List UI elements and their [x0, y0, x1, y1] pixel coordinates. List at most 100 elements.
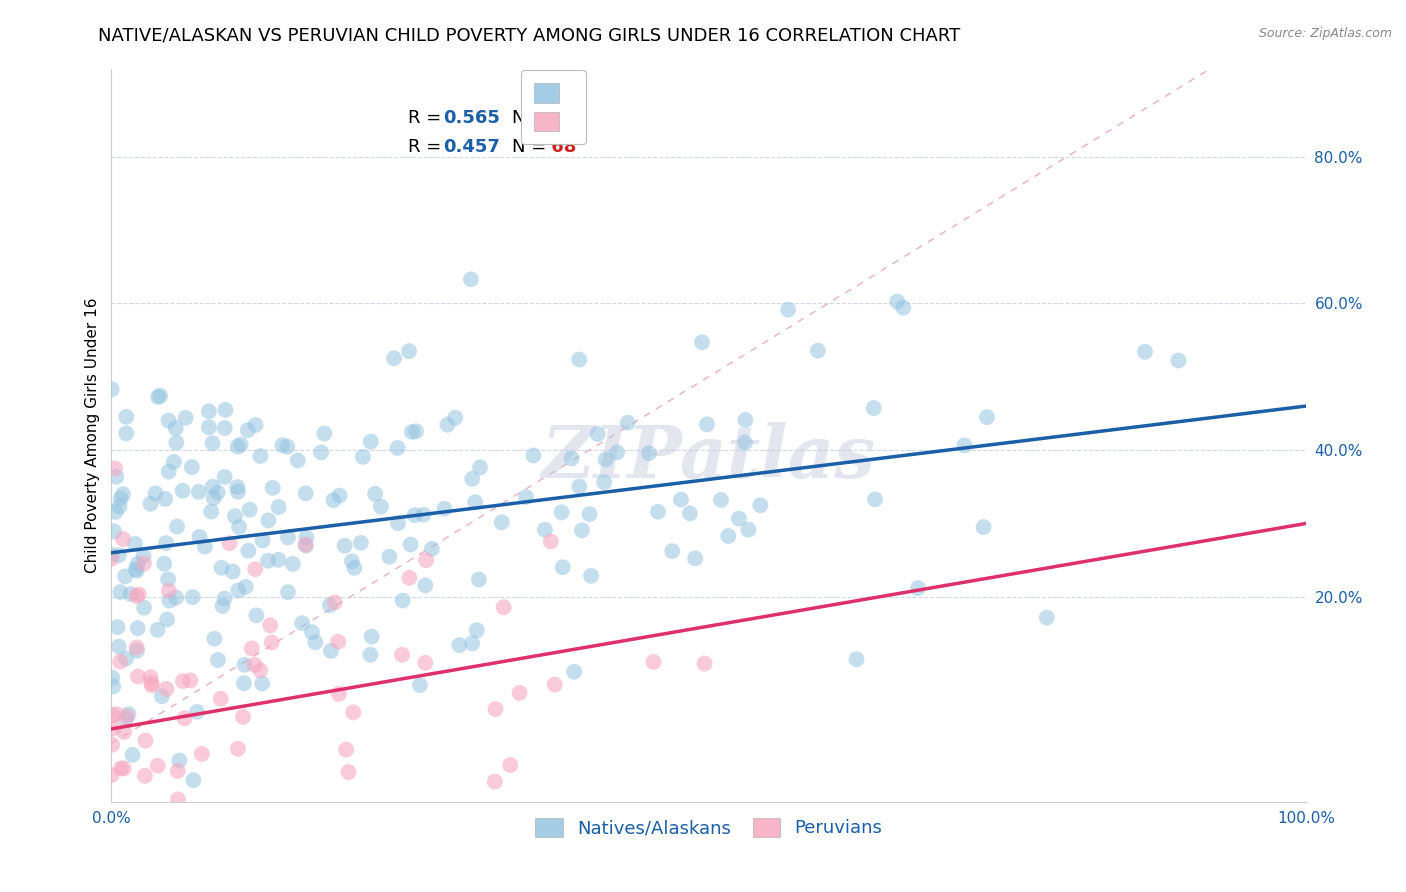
Point — [544, 677, 567, 691]
Point — [551, 560, 574, 574]
Point — [183, 773, 205, 788]
Point — [211, 560, 233, 574]
Point — [166, 764, 188, 778]
Point — [717, 529, 740, 543]
Point — [124, 537, 146, 551]
Point — [249, 663, 271, 677]
Point — [382, 351, 405, 366]
Point — [1036, 610, 1059, 624]
Text: 198: 198 — [546, 109, 582, 127]
Point — [134, 733, 156, 747]
Point — [243, 562, 266, 576]
Point — [110, 491, 132, 506]
Point — [207, 824, 229, 838]
Point — [115, 712, 138, 726]
Point — [200, 505, 222, 519]
Point — [112, 725, 135, 739]
Point — [100, 768, 122, 782]
Point — [540, 534, 562, 549]
Point — [157, 572, 180, 586]
Point — [304, 635, 326, 649]
Point — [891, 301, 914, 315]
Point — [415, 553, 437, 567]
Point — [728, 511, 751, 525]
Point — [209, 691, 232, 706]
Point — [405, 424, 427, 438]
Point — [973, 520, 995, 534]
Point — [172, 483, 194, 498]
Point — [101, 708, 124, 723]
Point — [661, 544, 683, 558]
Point — [100, 382, 122, 396]
Point — [329, 489, 352, 503]
Point — [245, 608, 267, 623]
Point — [180, 460, 202, 475]
Point — [807, 343, 830, 358]
Point — [104, 824, 127, 838]
Point — [214, 470, 236, 484]
Point — [415, 578, 437, 592]
Point — [571, 524, 593, 538]
Point — [886, 294, 908, 309]
Point — [337, 765, 360, 780]
Point — [125, 564, 148, 578]
Point — [568, 479, 591, 493]
Point — [114, 569, 136, 583]
Point — [398, 344, 420, 359]
Point — [1167, 353, 1189, 368]
Point — [391, 593, 413, 607]
Point — [218, 536, 240, 550]
Point — [224, 509, 246, 524]
Point — [643, 655, 665, 669]
Point — [276, 440, 298, 454]
Point — [647, 505, 669, 519]
Point — [104, 505, 127, 519]
Point — [191, 747, 214, 761]
Point — [543, 817, 565, 831]
Point — [267, 553, 290, 567]
Point — [132, 557, 155, 571]
Point — [153, 557, 176, 571]
Point — [207, 653, 229, 667]
Point — [186, 705, 208, 719]
Point — [146, 758, 169, 772]
Point — [413, 656, 436, 670]
Point — [156, 613, 179, 627]
Point — [236, 423, 259, 437]
Point — [287, 453, 309, 467]
Point — [669, 492, 692, 507]
Point — [907, 581, 929, 595]
Point — [534, 523, 557, 537]
Point — [464, 495, 486, 509]
Point — [342, 706, 364, 720]
Point — [201, 480, 224, 494]
Point — [226, 480, 249, 494]
Point — [352, 450, 374, 464]
Point — [404, 508, 426, 523]
Point — [141, 678, 163, 692]
Point — [322, 493, 344, 508]
Point — [399, 537, 422, 551]
Y-axis label: Child Poverty Among Girls Under 16: Child Poverty Among Girls Under 16 — [86, 298, 100, 574]
Point — [271, 438, 294, 452]
Point — [277, 585, 299, 599]
Point — [484, 702, 506, 716]
Point — [301, 625, 323, 640]
Point — [157, 413, 180, 427]
Point — [461, 472, 484, 486]
Point — [145, 486, 167, 500]
Point — [387, 441, 409, 455]
Point — [262, 481, 284, 495]
Point — [228, 520, 250, 534]
Point — [578, 507, 600, 521]
Point — [112, 532, 135, 546]
Point — [845, 652, 868, 666]
Point — [863, 492, 886, 507]
Point — [260, 635, 283, 649]
Point — [105, 707, 128, 722]
Point — [108, 655, 131, 669]
Point — [259, 618, 281, 632]
Point — [101, 738, 124, 752]
Point — [105, 469, 128, 483]
Point — [690, 335, 713, 350]
